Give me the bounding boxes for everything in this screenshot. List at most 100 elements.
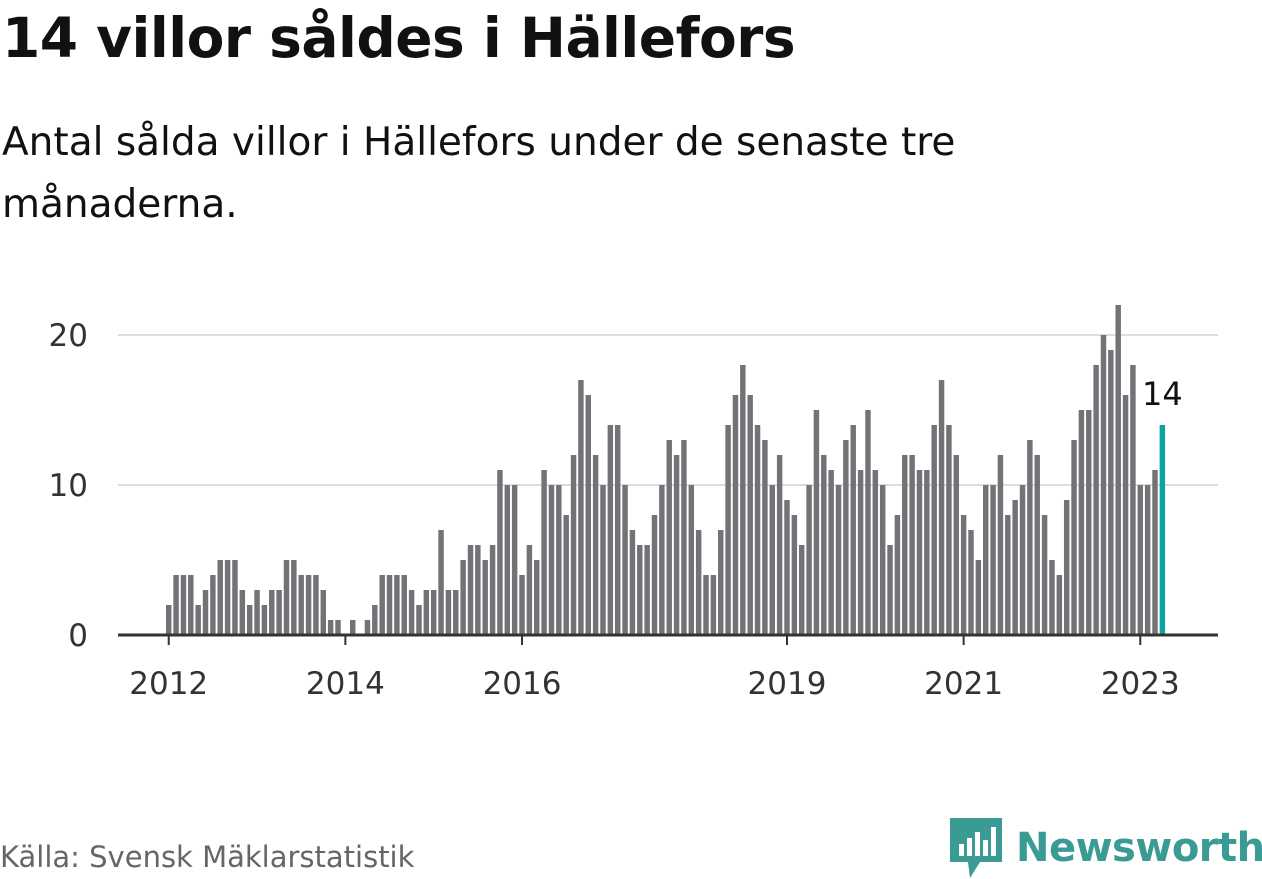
bar <box>364 620 371 635</box>
x-tick-label: 2019 <box>748 666 827 702</box>
bar <box>313 575 319 635</box>
bar <box>784 500 790 635</box>
bar <box>791 515 798 635</box>
bar <box>401 575 407 635</box>
bar <box>1027 440 1033 635</box>
bar <box>224 560 231 635</box>
bar <box>968 530 974 635</box>
bar <box>695 530 702 635</box>
bar <box>482 560 488 635</box>
bar <box>202 590 209 635</box>
bar <box>651 515 658 635</box>
x-tick-label: 2023 <box>1101 666 1180 702</box>
bar <box>776 455 783 635</box>
brand-name: Newsworthy <box>1016 825 1262 871</box>
bar <box>578 380 584 635</box>
bar <box>659 485 665 635</box>
bar <box>725 425 731 635</box>
bar <box>614 425 621 635</box>
bar <box>703 575 709 635</box>
bar <box>1130 365 1136 635</box>
x-tick-label: 2016 <box>483 666 562 702</box>
bar <box>622 485 628 635</box>
newsworthy-logo-icon <box>950 818 1002 878</box>
bar <box>497 470 503 635</box>
bar <box>556 485 562 635</box>
bar <box>872 470 879 635</box>
bar <box>600 485 606 635</box>
bar <box>740 365 746 635</box>
bar <box>195 605 201 635</box>
bar <box>629 530 636 635</box>
bar <box>1078 410 1085 635</box>
bar <box>843 440 849 635</box>
bar <box>688 485 695 635</box>
bar <box>379 575 385 635</box>
bar <box>1086 410 1092 635</box>
x-axis <box>118 633 1218 645</box>
bar <box>1005 515 1011 635</box>
bar <box>1034 455 1040 635</box>
bar <box>173 575 179 635</box>
x-tick-label: 2012 <box>129 666 208 702</box>
bar <box>909 455 915 635</box>
bar <box>894 515 901 635</box>
bar <box>180 575 187 635</box>
bar <box>298 575 304 635</box>
bar <box>467 545 474 635</box>
bar <box>254 590 260 635</box>
bar <box>489 545 496 635</box>
bar <box>916 470 923 635</box>
bar <box>408 590 415 635</box>
bar <box>1100 335 1107 635</box>
bar <box>1056 575 1063 635</box>
bar <box>1122 395 1129 635</box>
bar <box>394 575 400 635</box>
bar <box>1049 560 1055 635</box>
bar <box>938 380 945 635</box>
bar <box>754 425 761 635</box>
bar <box>946 425 952 635</box>
bar <box>585 395 591 635</box>
bar <box>637 545 643 635</box>
bar <box>813 410 820 635</box>
bar <box>166 605 172 635</box>
bar <box>188 575 194 635</box>
bar <box>541 470 547 635</box>
highlight-value-label: 14 <box>1142 375 1183 413</box>
bar <box>210 575 216 635</box>
bar <box>879 485 886 635</box>
bar <box>997 455 1004 635</box>
bar <box>1115 305 1121 635</box>
bar <box>327 620 334 635</box>
bar <box>511 485 518 635</box>
bar <box>673 455 680 635</box>
bar-chart: 0 10 20 2012 2014 2016 2019 2021 2023 14 <box>49 305 1218 702</box>
bar <box>261 605 268 635</box>
bar <box>534 560 540 635</box>
brand-logo: Newsworthy <box>950 818 1262 878</box>
bar <box>445 590 452 635</box>
bar <box>850 425 856 635</box>
bar <box>710 575 717 635</box>
bar <box>438 530 444 635</box>
bar <box>1137 485 1144 635</box>
bar <box>960 515 967 635</box>
bar <box>1063 500 1070 635</box>
bar <box>269 590 275 635</box>
bar <box>335 620 341 635</box>
bar <box>453 590 459 635</box>
bar <box>1019 485 1026 635</box>
bar <box>475 545 481 635</box>
bar <box>835 485 842 635</box>
bar <box>217 560 223 635</box>
bar <box>887 545 893 635</box>
bar <box>291 560 297 635</box>
bar <box>798 545 805 635</box>
bar <box>865 410 871 635</box>
bar <box>975 560 982 635</box>
bar <box>504 485 511 635</box>
x-tick-label: 2014 <box>306 666 385 702</box>
bar <box>821 455 827 635</box>
bar <box>607 425 614 635</box>
